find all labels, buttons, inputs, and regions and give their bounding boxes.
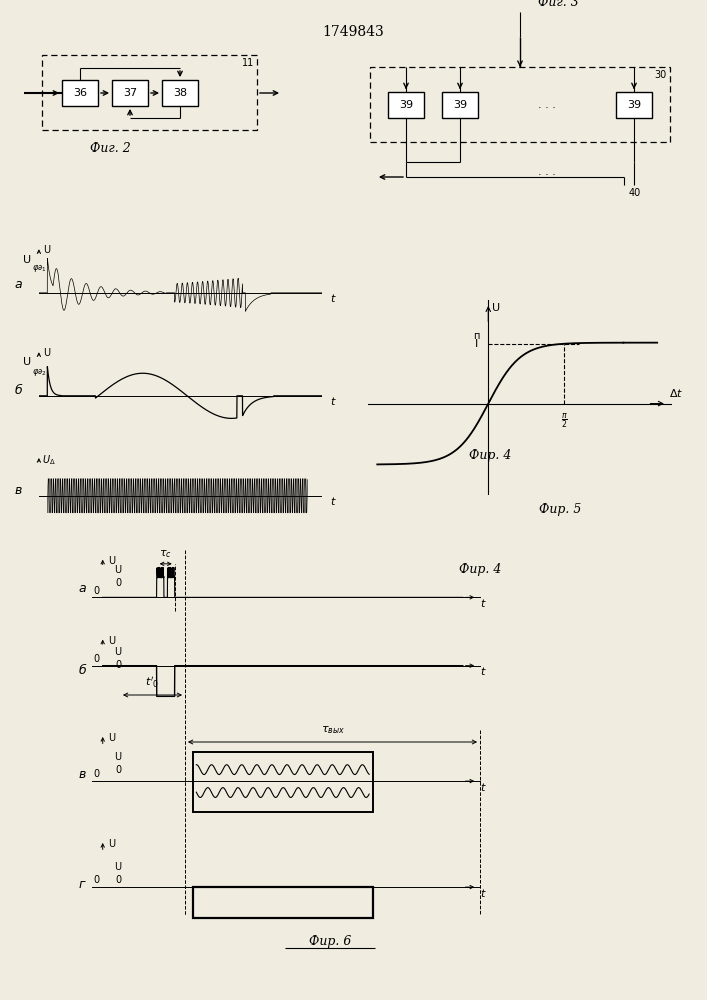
Text: U: U xyxy=(492,303,501,313)
Text: U: U xyxy=(43,348,50,358)
Text: t: t xyxy=(481,783,485,793)
Text: . . .: . . . xyxy=(538,100,556,110)
Text: $\tau_c$: $\tau_c$ xyxy=(159,548,172,560)
FancyBboxPatch shape xyxy=(112,80,148,106)
Text: 40: 40 xyxy=(629,188,641,198)
Text: I: I xyxy=(474,339,478,349)
Text: . . .: . . . xyxy=(538,167,556,177)
Text: U: U xyxy=(108,556,115,566)
Text: U: U xyxy=(115,647,122,657)
FancyBboxPatch shape xyxy=(442,92,478,118)
Text: Фир. 5: Фир. 5 xyxy=(539,504,581,516)
Text: $\varphi\partial_2$: $\varphi\partial_2$ xyxy=(32,366,47,377)
Text: Фиг. 2: Фиг. 2 xyxy=(90,141,130,154)
Text: 38: 38 xyxy=(173,88,187,98)
Text: U: U xyxy=(115,752,122,762)
Text: 0: 0 xyxy=(93,769,99,779)
Text: б: б xyxy=(78,664,86,676)
Text: U: U xyxy=(108,733,115,743)
Text: U: U xyxy=(23,255,31,265)
Text: $\tau_{вых}$: $\tau_{вых}$ xyxy=(321,724,345,736)
Text: U: U xyxy=(108,636,115,646)
Text: $U_\Delta$: $U_\Delta$ xyxy=(42,454,55,467)
FancyBboxPatch shape xyxy=(616,92,652,118)
Text: t: t xyxy=(481,889,485,899)
Text: U: U xyxy=(115,565,122,575)
Text: U: U xyxy=(23,357,31,367)
Text: 0: 0 xyxy=(93,875,99,885)
Text: 1749843: 1749843 xyxy=(322,25,384,39)
Text: t: t xyxy=(481,599,485,609)
Text: 30: 30 xyxy=(655,70,667,80)
Text: в: в xyxy=(14,484,22,496)
Text: 39: 39 xyxy=(453,100,467,110)
Text: $\varphi\partial_1$: $\varphi\partial_1$ xyxy=(32,262,47,273)
Text: п: п xyxy=(473,331,479,341)
Text: 0: 0 xyxy=(115,765,121,775)
Text: 36: 36 xyxy=(73,88,87,98)
Text: 37: 37 xyxy=(123,88,137,98)
Text: U: U xyxy=(115,862,122,872)
Text: Фир. 4: Фир. 4 xyxy=(469,448,511,462)
Text: а: а xyxy=(78,582,86,594)
Text: г: г xyxy=(78,879,86,892)
Text: t: t xyxy=(481,667,485,677)
Text: Фир. 6: Фир. 6 xyxy=(309,936,351,948)
Text: U: U xyxy=(108,839,115,849)
Text: Фиг. 3: Фиг. 3 xyxy=(538,0,579,8)
Text: 39: 39 xyxy=(399,100,413,110)
Text: 11: 11 xyxy=(242,58,254,68)
FancyBboxPatch shape xyxy=(162,80,198,106)
Text: 0: 0 xyxy=(93,654,99,664)
Text: $\Delta t$: $\Delta t$ xyxy=(670,387,684,399)
Text: 0: 0 xyxy=(115,578,121,588)
Text: 0: 0 xyxy=(93,586,99,596)
Text: 39: 39 xyxy=(627,100,641,110)
Text: Фир. 4: Фир. 4 xyxy=(459,564,501,576)
FancyBboxPatch shape xyxy=(62,80,98,106)
Text: 0: 0 xyxy=(115,660,121,670)
Text: $t'_0$: $t'_0$ xyxy=(145,675,159,690)
Text: $\frac{\pi}{2}$: $\frac{\pi}{2}$ xyxy=(561,411,568,430)
Text: t: t xyxy=(330,294,334,304)
FancyBboxPatch shape xyxy=(388,92,424,118)
Text: U: U xyxy=(43,245,50,255)
Text: 0: 0 xyxy=(115,875,121,885)
Text: t: t xyxy=(330,497,334,507)
Text: а: а xyxy=(14,278,22,292)
Text: t: t xyxy=(330,397,334,407)
Text: в: в xyxy=(78,768,86,782)
Text: б: б xyxy=(14,383,22,396)
